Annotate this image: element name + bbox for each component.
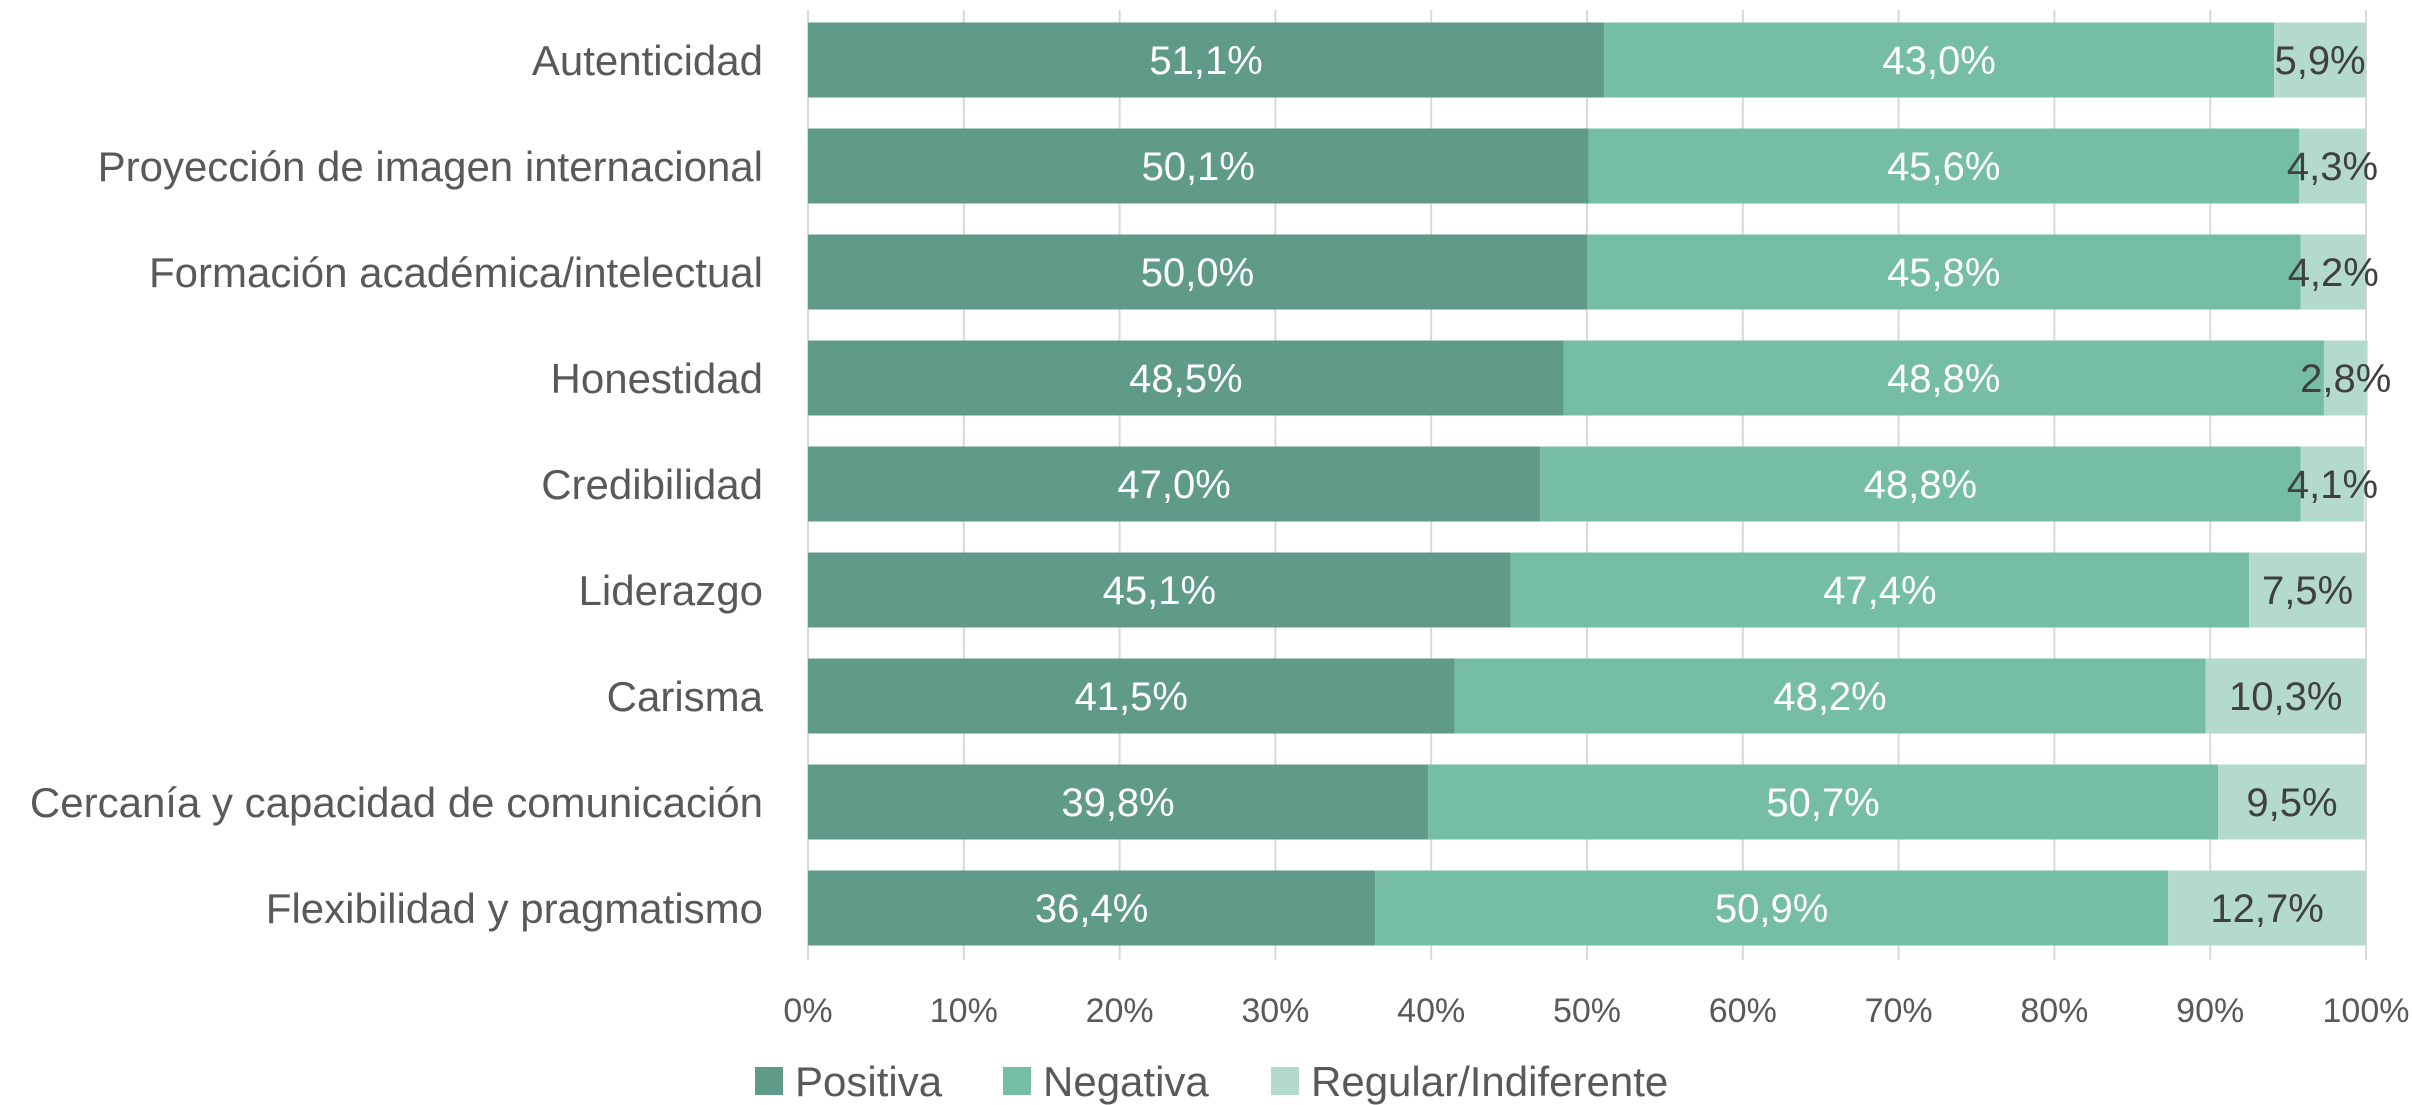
data-label: 5,9% bbox=[2274, 39, 2365, 83]
bar-segment bbox=[808, 870, 1376, 946]
data-label: 47,0% bbox=[1117, 463, 1230, 507]
legend-label: Negativa bbox=[1043, 1058, 1209, 1105]
data-label: 48,8% bbox=[1887, 357, 2000, 401]
bar-segment bbox=[2249, 552, 2366, 628]
data-label: 9,5% bbox=[2246, 781, 2337, 825]
x-tick-label: 100% bbox=[2323, 992, 2410, 1030]
data-label: 43,0% bbox=[1882, 39, 1995, 83]
bar-segment bbox=[2217, 764, 2366, 840]
x-tick-label: 80% bbox=[2020, 992, 2088, 1030]
bar-segment bbox=[1510, 552, 2250, 628]
legend-swatch bbox=[1003, 1067, 1031, 1095]
data-label: 50,7% bbox=[1766, 781, 1879, 825]
bar-segment bbox=[808, 128, 1589, 204]
bar-segment bbox=[1540, 446, 2301, 522]
data-label: 39,8% bbox=[1061, 781, 1174, 825]
x-axis-tick-labels: 0% 10% 20% 30% 40% 50% 60% 70% 80% 90% 100% bbox=[783, 992, 2409, 1030]
x-tick-label: 10% bbox=[930, 992, 998, 1030]
data-label: 47,4% bbox=[1823, 569, 1936, 613]
bar-segment bbox=[808, 234, 1587, 310]
bar-segment bbox=[1454, 658, 2206, 734]
bar-segment bbox=[1604, 22, 2275, 98]
data-label: 45,8% bbox=[1887, 251, 2000, 295]
bar-segment bbox=[808, 552, 1511, 628]
category-label: Honestidad bbox=[551, 355, 763, 402]
legend: Positiva Negativa Regular/Indiferente bbox=[755, 1058, 1668, 1105]
data-label: 51,1% bbox=[1149, 39, 1262, 83]
x-tick-label: 50% bbox=[1553, 992, 1621, 1030]
legend-label: Positiva bbox=[795, 1058, 943, 1105]
legend-swatch bbox=[755, 1067, 783, 1095]
category-label: Liderazgo bbox=[579, 567, 763, 614]
x-tick-label: 20% bbox=[1086, 992, 1154, 1030]
bar-segment bbox=[2300, 446, 2365, 522]
data-label: 50,0% bbox=[1141, 251, 1254, 295]
data-label: 41,5% bbox=[1075, 675, 1188, 719]
bar-segment bbox=[808, 764, 1429, 840]
data-label: 36,4% bbox=[1035, 887, 1148, 931]
bar-segment bbox=[808, 658, 1455, 734]
x-tick-label: 90% bbox=[2176, 992, 2244, 1030]
bar-segment bbox=[1563, 340, 2324, 416]
category-label: Proyección de imagen internacional bbox=[98, 143, 763, 190]
data-label: 45,1% bbox=[1103, 569, 1216, 613]
data-label: 4,1% bbox=[2287, 463, 2378, 507]
data-label: 50,9% bbox=[1715, 887, 1828, 931]
data-label: 10,3% bbox=[2229, 675, 2342, 719]
legend-swatch bbox=[1271, 1067, 1299, 1095]
category-labels: Autenticidad Proyección de imagen interna… bbox=[30, 37, 764, 932]
x-tick-label: 40% bbox=[1397, 992, 1465, 1030]
data-label: 7,5% bbox=[2262, 569, 2353, 613]
bar-segment bbox=[1588, 128, 2300, 204]
bar-segment bbox=[1587, 234, 2301, 310]
data-label: 50,1% bbox=[1142, 145, 1255, 189]
data-label: 45,6% bbox=[1887, 145, 2000, 189]
bars: 51,1% 43,0% 5,9% 50,1% 45,6% 4,3% 50,0% 45,8% 4,… bbox=[808, 22, 2391, 946]
data-label: 12,7% bbox=[2210, 887, 2323, 931]
data-label: 48,8% bbox=[1864, 463, 1977, 507]
legend-label: Regular/Indiferente bbox=[1311, 1058, 1668, 1105]
category-label: Flexibilidad y pragmatismo bbox=[266, 885, 763, 932]
category-label: Carisma bbox=[607, 673, 764, 720]
data-label: 4,3% bbox=[2287, 145, 2378, 189]
bar-segment bbox=[2323, 340, 2368, 416]
category-label: Formación académica/intelectual bbox=[149, 249, 763, 296]
bar-segment bbox=[1375, 870, 2169, 946]
category-label: Cercanía y capacidad de comunicación bbox=[30, 779, 763, 826]
bar-segment bbox=[808, 340, 1564, 416]
bar-segment bbox=[2299, 128, 2366, 204]
bar-segment bbox=[2274, 22, 2366, 98]
category-label: Credibilidad bbox=[541, 461, 763, 508]
data-label: 4,2% bbox=[2288, 251, 2379, 295]
x-tick-label: 30% bbox=[1241, 992, 1309, 1030]
bar-segment bbox=[2168, 870, 2366, 946]
bar-segment bbox=[808, 22, 1605, 98]
data-label: 2,8% bbox=[2300, 357, 2391, 401]
x-tick-label: 0% bbox=[783, 992, 832, 1030]
data-label: 48,2% bbox=[1773, 675, 1886, 719]
bar-segment bbox=[1428, 764, 2218, 840]
bar-segment bbox=[2205, 658, 2366, 734]
x-tick-label: 70% bbox=[1865, 992, 1933, 1030]
x-tick-label: 60% bbox=[1709, 992, 1777, 1030]
category-label: Autenticidad bbox=[532, 37, 763, 84]
bar-segment bbox=[808, 446, 1541, 522]
bar-segment bbox=[2300, 234, 2366, 310]
data-label: 48,5% bbox=[1129, 357, 1242, 401]
